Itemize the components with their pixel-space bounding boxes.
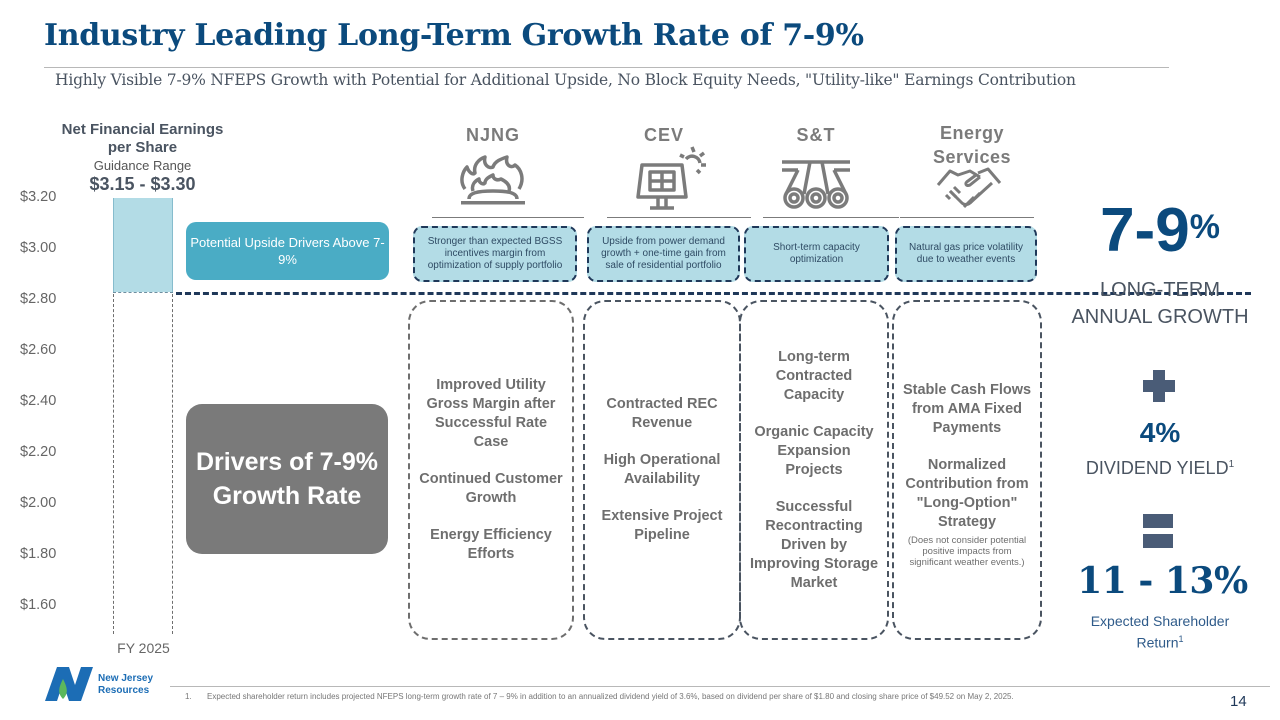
driver-item: Extensive Project Pipeline <box>601 508 723 543</box>
growth-drivers-column: Long-term Contracted Capacity Organic Cap… <box>739 300 889 640</box>
upside-driver-tag: Short-term capacity optimization <box>744 226 889 282</box>
y-tick-label: $2.00 <box>20 495 57 511</box>
equals-icon <box>1143 514 1173 548</box>
page-number: 14 <box>1230 693 1247 710</box>
title-divider <box>44 67 1169 68</box>
page-subtitle: Highly Visible 7-9% NFEPS Growth with Po… <box>55 71 1076 89</box>
pipeline-storage-icon <box>780 158 852 215</box>
y-tick-label: $1.60 <box>20 597 57 613</box>
footnote-text: Expected shareholder return includes pro… <box>207 692 1014 701</box>
drivers-callout: Drivers of 7-9% Growth Rate <box>186 404 388 554</box>
growth-rate-number: 7-9 <box>1100 196 1190 265</box>
driver-note: (Does not consider potential positive im… <box>907 535 1027 568</box>
driver-item: Contracted REC Revenue <box>606 396 718 431</box>
segment-title: NJNG <box>465 125 520 145</box>
segment-divider <box>900 217 1034 218</box>
potential-upside-callout: Potential Upside Drivers Above 7-9% <box>186 222 389 280</box>
y-tick-label: $1.80 <box>20 546 57 562</box>
growth-drivers-column: Contracted REC Revenue High Operational A… <box>583 300 741 640</box>
dividend-yield-text: DIVIDEND YIELD <box>1085 458 1229 478</box>
guidance-range-value: $3.15 - $3.30 <box>89 174 196 194</box>
y-tick-label: $2.40 <box>20 393 57 409</box>
driver-item: Improved Utility Gross Margin after Succ… <box>426 377 556 450</box>
footnote: 1. Expected shareholder return includes p… <box>185 692 1014 701</box>
driver-item: High Operational Availability <box>603 452 721 487</box>
plus-icon <box>1143 370 1175 402</box>
segment-title: Energy Services <box>932 123 1012 167</box>
driver-item: Continued Customer Growth <box>419 471 563 506</box>
company-logo: New Jersey Resources <box>45 667 153 701</box>
driver-item: Normalized Contribution from "Long-Optio… <box>905 457 1029 530</box>
guidance-range-label: Guidance Range <box>93 158 192 173</box>
shareholder-return-label: Expected Shareholder Return1 <box>1070 612 1250 652</box>
upside-driver-tag: Natural gas price volatility due to weat… <box>895 226 1037 282</box>
guidance-range-bar <box>113 198 173 293</box>
bar-base-line <box>113 292 173 294</box>
logo-n-mark <box>45 667 93 701</box>
chart-title: Net Financial Earnings per Share <box>61 121 224 156</box>
shareholder-return-value: 11 - 13% <box>1077 560 1248 602</box>
growth-rate-label: LONG-TERM ANNUAL GROWTH <box>1071 279 1249 328</box>
segment-divider <box>607 217 751 218</box>
growth-drivers-column: Stable Cash Flows from AMA Fixed Payment… <box>892 300 1042 640</box>
y-tick-label: $2.20 <box>20 444 57 460</box>
solar-panel-icon <box>634 145 710 218</box>
logo-text-line1: New Jersey <box>98 673 153 684</box>
growth-rate-value: 7-9% <box>1080 196 1240 266</box>
y-tick-label: $3.00 <box>20 240 57 256</box>
footnote-ref: 1 <box>1178 634 1184 644</box>
segment-title: CEV <box>643 125 684 145</box>
x-tick-label: FY 2025 <box>117 640 170 656</box>
dividend-yield-value: 4% <box>1139 417 1181 448</box>
segment-divider <box>763 217 899 218</box>
page-title: Industry Leading Long-Term Growth Rate o… <box>44 18 864 53</box>
dividend-yield-label: DIVIDEND YIELD1 <box>1080 452 1240 481</box>
upside-driver-tag: Upside from power demand growth + one-ti… <box>587 226 740 282</box>
growth-baseline-dashed-line <box>176 292 1251 296</box>
upside-driver-tag: Stronger than expected BGSS incentives m… <box>413 226 577 282</box>
segment-title: S&T <box>796 125 836 145</box>
footnote-ref: 1 <box>1228 459 1235 470</box>
growth-drivers-column: Improved Utility Gross Margin after Succ… <box>408 300 574 640</box>
segment-divider <box>432 217 584 218</box>
handshake-icon <box>936 163 1002 216</box>
driver-item: Stable Cash Flows from AMA Fixed Payment… <box>902 382 1032 436</box>
fy2025-base-bar <box>113 294 173 635</box>
growth-rate-percent: % <box>1189 208 1220 246</box>
y-tick-label: $2.60 <box>20 342 57 358</box>
logo-leaf-icon <box>59 679 67 699</box>
shareholder-return-text: Expected Shareholder Return <box>1090 613 1230 651</box>
footnote-number: 1. <box>185 692 192 701</box>
y-tick-label: $2.80 <box>20 291 57 307</box>
logo-text-line2: Resources <box>98 685 150 696</box>
gas-flame-icon <box>455 155 531 212</box>
footer-divider <box>170 686 1270 687</box>
driver-item: Long-term Contracted Capacity <box>775 348 853 403</box>
driver-item: Organic Capacity Expansion Projects <box>754 423 874 478</box>
driver-item: Energy Efficiency Efforts <box>430 527 552 562</box>
y-tick-label: $3.20 <box>20 189 57 205</box>
driver-item: Successful Recontracting Driven by Impro… <box>749 498 879 591</box>
